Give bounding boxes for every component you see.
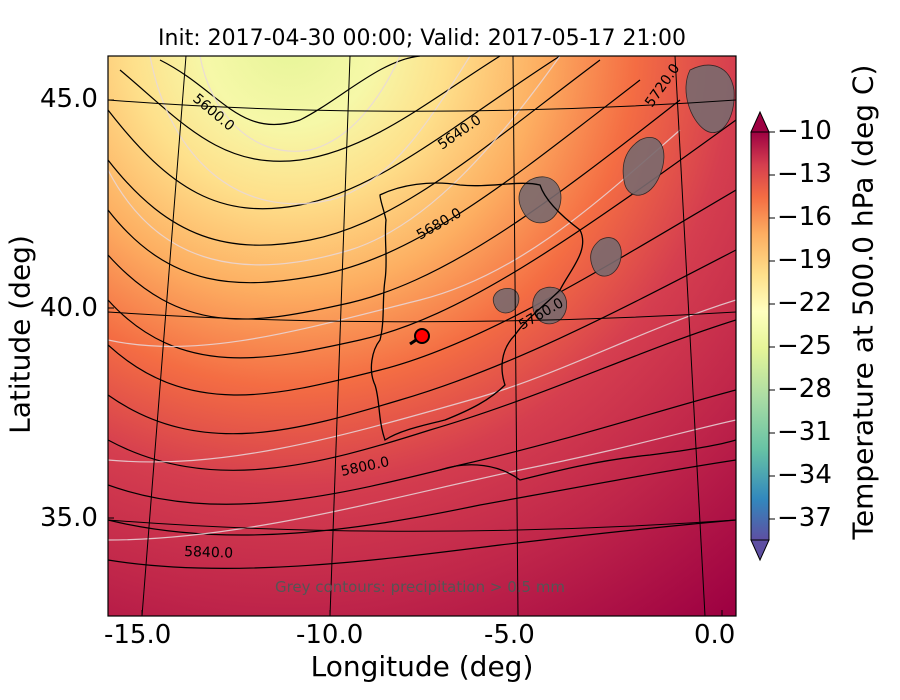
precipitation-note: Grey contours: precipitation > 0.5 mm: [275, 578, 565, 596]
y-tick-45: 45.0: [40, 84, 98, 114]
iberia-coastline: [370, 182, 584, 442]
colorbar-tick-0: −10: [777, 116, 832, 146]
map-layers: 5600.0 5640.0 5680.0 5720.0 5760.0 5800.…: [108, 56, 736, 616]
contour-label-5840: 5840.0: [184, 544, 234, 562]
contour-5780: [108, 319, 736, 471]
contour-5840: [108, 519, 736, 570]
colorbar-tick-2: −16: [777, 202, 832, 232]
x-tick-minus-5: -5.0: [484, 620, 535, 650]
graticule: [108, 56, 736, 616]
colorbar-body: [750, 131, 770, 541]
x-tick-minus-15: -15.0: [104, 620, 172, 650]
contour-5700: [108, 99, 681, 320]
coastlines: [370, 182, 736, 481]
y-tick-40: 40.0: [40, 293, 98, 323]
colorbar-tick-5: −25: [777, 331, 832, 361]
x-tick-0: 0.0: [694, 620, 736, 650]
precipitation-areas: [492, 64, 735, 325]
contour-5640: [108, 56, 561, 210]
x-axis-label: Longitude (deg): [310, 650, 534, 683]
y-tick-35: 35.0: [40, 503, 98, 533]
x-tick-minus-10: -10.0: [296, 620, 364, 650]
contour-5600: [159, 56, 421, 126]
colorbar-tick-1: −13: [777, 159, 832, 189]
colorbar-tick-6: −28: [777, 374, 832, 404]
colorbar-ticks: [769, 131, 775, 520]
colorbar-tick-4: −22: [777, 288, 832, 318]
contour-5720: [108, 119, 736, 359]
axis-ticks: [108, 99, 723, 616]
colorbar-tick-9: −37: [777, 503, 832, 533]
location-marker: [409, 328, 430, 346]
africa-coastline: [439, 439, 736, 481]
map-frame: [107, 55, 737, 617]
contour-5620: [119, 56, 501, 162]
chart-title: Init: 2017-04-30 00:00; Valid: 2017-05-1…: [158, 26, 686, 51]
colorbar-tick-3: −19: [777, 245, 832, 275]
colorbar: [750, 110, 775, 562]
contour-5660: [108, 59, 601, 246]
y-axis-label: Latitude (deg): [3, 235, 37, 434]
colorbar-top-extend: [750, 110, 770, 133]
colorbar-tick-7: −31: [777, 417, 832, 447]
colorbar-bottom-extend: [750, 539, 770, 562]
contour-5680: [108, 79, 641, 284]
contour-5760: [108, 249, 736, 435]
contour-5820: [108, 459, 736, 536]
colorbar-tick-8: −34: [777, 460, 832, 490]
colorbar-label: Temperature at 500.0 hPa (deg C): [846, 64, 880, 540]
temperature-contours: [108, 56, 736, 541]
